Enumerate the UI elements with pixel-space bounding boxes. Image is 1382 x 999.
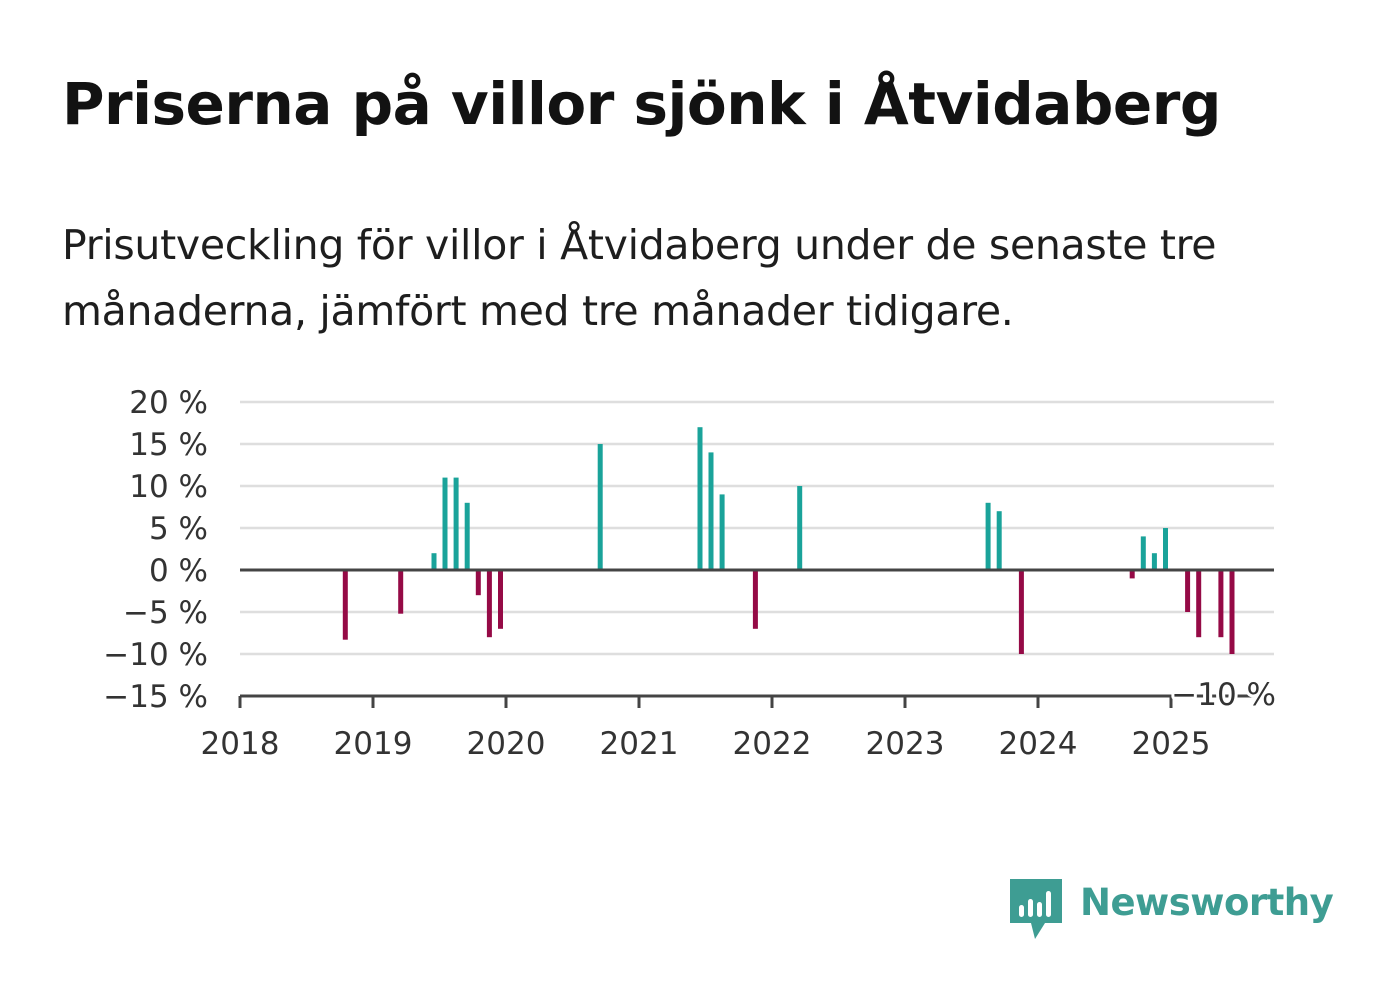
bar [996, 511, 1002, 570]
bar [1218, 570, 1224, 638]
bar [1163, 528, 1168, 570]
y-tick-label: 0 % [149, 553, 208, 589]
last-value-annotation: −10 % [1171, 677, 1276, 713]
brand-name: Newsworthy [1080, 881, 1334, 924]
x-tick-label: 2021 [600, 726, 679, 762]
bar [597, 444, 603, 570]
x-tick-label: 2019 [334, 726, 413, 762]
bar [985, 502, 991, 570]
y-tick-label: 20 % [129, 385, 208, 421]
bar [1151, 553, 1157, 570]
bar [797, 486, 803, 570]
y-tick-label: 5 % [149, 511, 208, 547]
bar [708, 452, 714, 570]
bar [1196, 570, 1202, 638]
x-tick-label: 2025 [1132, 726, 1211, 762]
y-tick-label: −5 % [123, 595, 208, 631]
newsworthy-logo: Newsworthy [1010, 877, 1334, 943]
y-tick-label: −15 % [103, 679, 208, 715]
x-tick-label: 2022 [733, 726, 812, 762]
bar [752, 570, 758, 629]
bar [719, 494, 725, 570]
axes [238, 568, 1274, 708]
x-tick-label: 2020 [467, 726, 546, 762]
bar [498, 570, 503, 629]
bar [342, 570, 348, 640]
tick-labels: 20 % 15 % 10 % 5 % 0 % −5 % −10 % −15 % 2018 2019… [103, 385, 1279, 762]
y-tick-label: 15 % [129, 427, 208, 463]
y-tick-label: −10 % [103, 637, 208, 673]
bars [342, 427, 1235, 654]
y-tick-label: 10 % [129, 469, 208, 505]
bar [1129, 570, 1135, 579]
bar [453, 477, 459, 570]
bar [398, 570, 404, 614]
x-tick-label: 2018 [201, 726, 280, 762]
newsworthy-bar-chart-icon [1010, 879, 1062, 939]
chart-subtitle: Prisutveckling för villor i Åtvidaberg u… [62, 221, 1217, 335]
bar [464, 502, 470, 570]
bar [431, 553, 437, 570]
bar [1229, 570, 1235, 654]
bar [697, 427, 703, 570]
bar [475, 570, 481, 596]
x-tick-label: 2023 [866, 726, 945, 762]
x-tick-label: 2024 [999, 726, 1078, 762]
chart-title: Priserna på villor sjönk i Åtvidaberg [62, 70, 1221, 138]
bar [1018, 570, 1024, 654]
bar [1140, 536, 1146, 570]
bar [442, 477, 448, 570]
bar [1185, 570, 1191, 612]
bar [486, 570, 492, 638]
bar-chart: 20 % 15 % 10 % 5 % 0 % −5 % −10 % −15 % 2018 2019… [103, 385, 1279, 762]
